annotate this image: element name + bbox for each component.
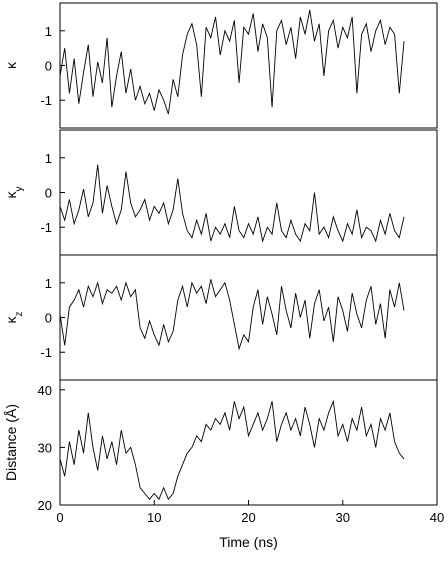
y-axis-label-main: κ: [3, 316, 19, 324]
x-tick-label: 20: [241, 510, 255, 525]
y-axis-label: κy: [3, 187, 25, 199]
y-tick-label: 30: [38, 440, 52, 455]
y-axis-label-main: Distance (Å): [3, 404, 19, 481]
y-tick-label: 1: [45, 276, 52, 291]
y-axis-label: κz: [3, 312, 25, 324]
data-line: [59, 9, 405, 115]
y-axis-label-main: κ: [3, 61, 19, 69]
y-tick-label: -1: [40, 93, 52, 108]
y-tick-label: 0: [45, 59, 52, 74]
panel-frame: [59, 379, 438, 506]
y-tick-label: -1: [40, 345, 52, 360]
panel-frame: [59, 129, 438, 256]
y-tick-label: 1: [45, 151, 52, 166]
x-tick-label: 30: [336, 510, 350, 525]
y-tick-label: 1: [45, 24, 52, 39]
y-axis-label-main: κ: [3, 191, 19, 199]
x-tick-label: 10: [147, 510, 161, 525]
data-line: [59, 164, 405, 243]
x-tick-label: 0: [56, 510, 63, 525]
y-tick-label: 0: [45, 186, 52, 201]
panel-frame: [59, 254, 438, 381]
y-axis-label-sub: z: [14, 312, 25, 317]
data-line: [59, 399, 405, 501]
data-line: [59, 279, 405, 351]
y-tick-label: 20: [38, 498, 52, 513]
y-axis-label-sub: y: [14, 187, 25, 192]
x-axis-label: Time (ns): [219, 534, 278, 550]
y-axis-label: κ: [3, 61, 19, 69]
x-tick-label: 40: [430, 510, 444, 525]
y-tick-label: 0: [45, 311, 52, 326]
y-tick-label: 40: [38, 383, 52, 398]
y-axis-label: Distance (Å): [3, 404, 19, 481]
y-tick-label: -1: [40, 220, 52, 235]
